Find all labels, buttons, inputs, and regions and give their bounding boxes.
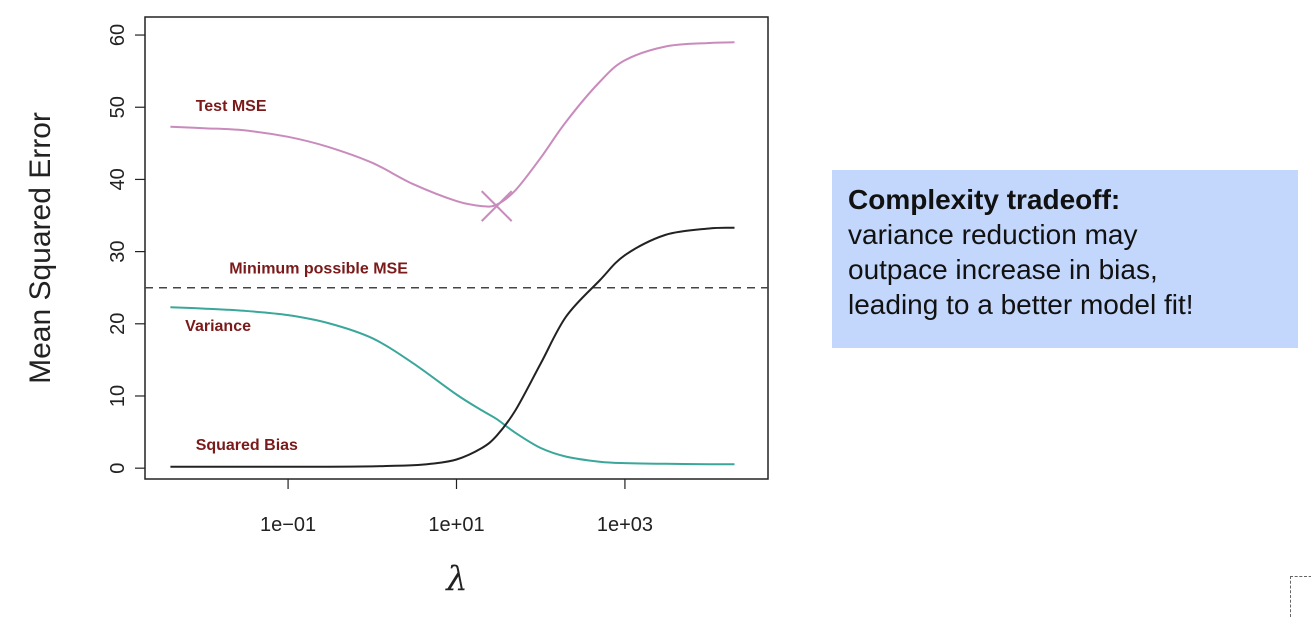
squared-bias-curve: [170, 226, 735, 468]
minimum-possible-mse-label: Minimum possible MSE: [229, 260, 408, 277]
y-tick-label: 40: [107, 168, 129, 190]
y-tick-label: 20: [107, 313, 129, 335]
x-tick-label: 1e+01: [428, 514, 484, 536]
callout-line-3: leading to a better model fit!: [848, 289, 1194, 320]
x-tick-label: 1e−01: [260, 514, 316, 536]
callout-line-2: outpace increase in bias,: [848, 254, 1158, 285]
test-mse-minimum-marker: [480, 190, 513, 222]
selection-corner-marker: [1290, 576, 1311, 617]
y-axis-title: Mean Squared Error: [24, 112, 57, 384]
test-mse-label: Test MSE: [196, 98, 267, 115]
plot-frame: [144, 16, 769, 480]
squared-bias-label: Squared Bias: [196, 437, 298, 454]
callout-title: Complexity tradeoff:: [848, 184, 1121, 215]
test-mse-curve: [170, 41, 735, 208]
x-axis-title: λ: [444, 559, 468, 599]
y-tick-label: 30: [107, 240, 129, 262]
callout-line-1: variance reduction may: [848, 219, 1138, 250]
mse-chart: 0 10 20 30 40 50 60 1e−01 1e+01 1e+03 Test MSE Min…: [24, 16, 769, 599]
x-tick-label: 1e+03: [597, 514, 653, 536]
variance-curve: [170, 306, 735, 466]
y-tick-label: 50: [107, 96, 129, 118]
complexity-tradeoff-callout: Complexity tradeoff: variance reduction …: [832, 170, 1298, 348]
y-tick-label: 10: [107, 385, 129, 407]
variance-label: Variance: [185, 318, 251, 335]
y-tick-label: 0: [107, 463, 129, 474]
y-tick-label: 60: [107, 24, 129, 46]
